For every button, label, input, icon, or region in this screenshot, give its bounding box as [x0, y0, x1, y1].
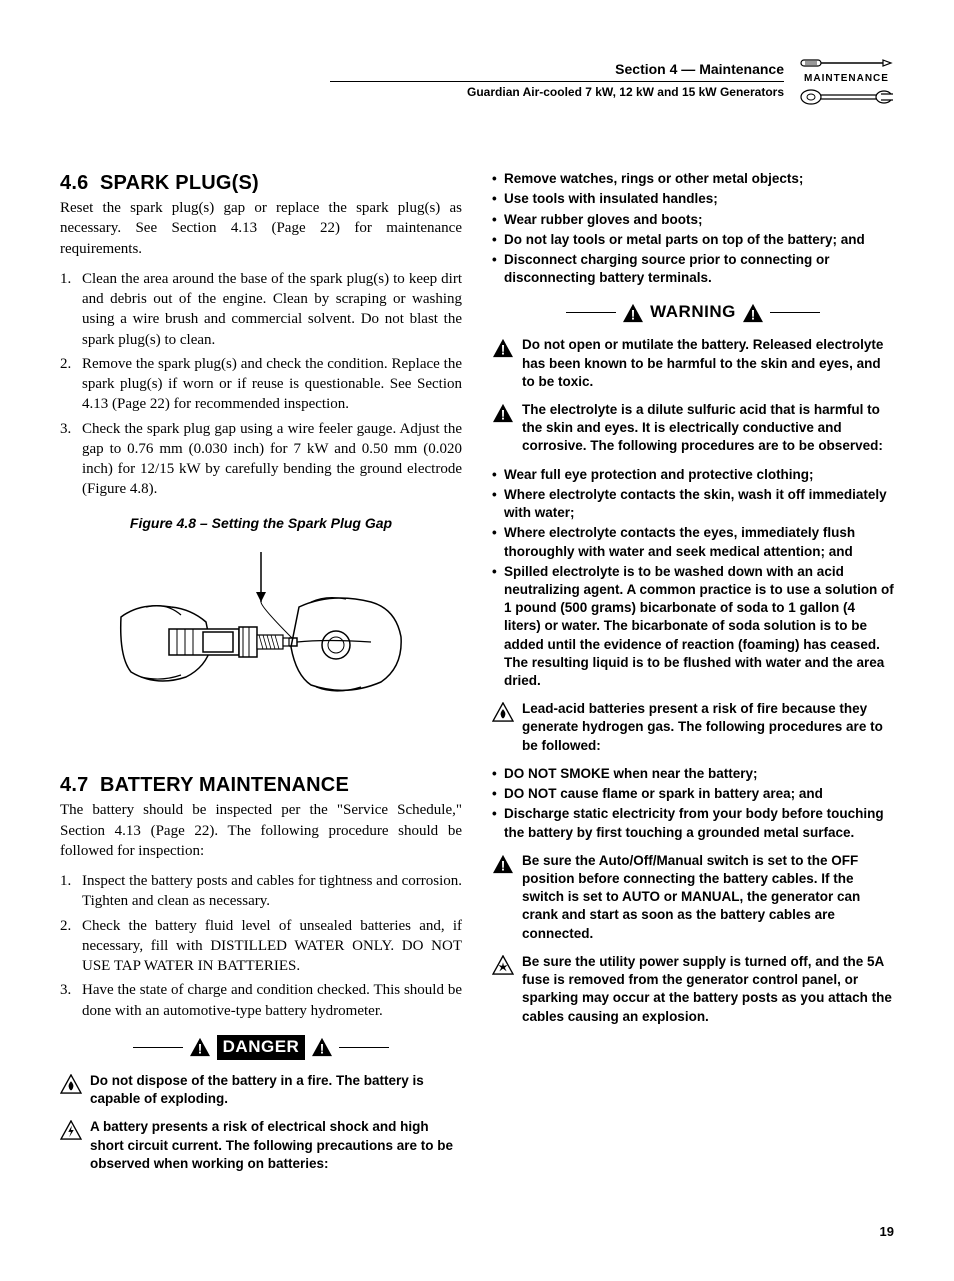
danger-banner: ! DANGER !: [60, 1035, 462, 1060]
list-item: Wear full eye protection and protective …: [492, 466, 894, 484]
section-4-6-intro: Reset the spark plug(s) gap or replace t…: [60, 198, 462, 259]
warning-item: Lead-acid batteries present a risk of fi…: [492, 700, 894, 755]
warning-item: ! The electrolyte is a dilute sulfuric a…: [492, 401, 894, 456]
list-item: Inspect the battery posts and cables for…: [60, 871, 462, 912]
header-subtitle: Guardian Air-cooled 7 kW, 12 kW and 15 k…: [60, 82, 784, 100]
caution-icon: !: [492, 401, 514, 456]
section-4-7-heading: 4.7BATTERY MAINTENANCE: [60, 772, 462, 799]
list-item: Spilled electrolyte is to be washed down…: [492, 563, 894, 691]
list-item: Where electrolyte contacts the skin, was…: [492, 486, 894, 522]
content-columns: 4.6SPARK PLUG(S) Reset the spark plug(s)…: [60, 170, 894, 1183]
fire-procedures-list: DO NOT SMOKE when near the battery; DO N…: [492, 765, 894, 842]
caution-icon: !: [492, 852, 514, 943]
list-item: Where electrolyte contacts the eyes, imm…: [492, 524, 894, 560]
banner-rule: [133, 1047, 183, 1048]
warning-text: Be sure the utility power supply is turn…: [522, 953, 894, 1026]
list-item: Check the battery fluid level of unseale…: [60, 916, 462, 977]
danger-text: A battery presents a risk of electrical …: [90, 1118, 462, 1173]
list-item: DO NOT SMOKE when near the battery;: [492, 765, 894, 783]
figure-4-8-illustration: [60, 542, 462, 742]
list-item: Remove the spark plug(s) and check the c…: [60, 354, 462, 415]
list-item: Do not lay tools or metal parts on top o…: [492, 231, 894, 249]
svg-text:!: !: [501, 858, 506, 873]
fire-hazard-icon: [492, 700, 514, 755]
warning-text: Be sure the Auto/Off/Manual switch is se…: [522, 852, 894, 943]
warning-text: The electrolyte is a dilute sulfuric aci…: [522, 401, 894, 456]
shock-hazard-icon: [60, 1118, 82, 1173]
warning-triangle-icon: !: [311, 1037, 333, 1057]
warning-text: Lead-acid batteries present a risk of fi…: [522, 700, 894, 755]
page-header: Section 4 — Maintenance Guardian Air-coo…: [60, 60, 894, 100]
warning-item: ! Be sure the Auto/Off/Manual switch is …: [492, 852, 894, 943]
maintenance-icon: MAINTENANCE: [799, 56, 894, 106]
warning-triangle-icon: !: [622, 303, 644, 323]
svg-text:!: !: [751, 307, 756, 322]
list-item: Use tools with insulated handles;: [492, 190, 894, 208]
svg-text:!: !: [501, 343, 506, 358]
svg-text:!: !: [501, 407, 506, 422]
section-4-6-steps: Clean the area around the base of the sp…: [60, 269, 462, 500]
list-item: Clean the area around the base of the sp…: [60, 269, 462, 350]
right-column: Remove watches, rings or other metal obj…: [492, 170, 894, 1183]
header-section-title: Section 4 — Maintenance: [330, 60, 784, 82]
warning-banner: ! WARNING !: [492, 301, 894, 324]
list-item: Discharge static electricity from your b…: [492, 805, 894, 841]
section-4-7-steps: Inspect the battery posts and cables for…: [60, 871, 462, 1021]
svg-text:!: !: [197, 1042, 202, 1057]
warning-label: WARNING: [650, 301, 736, 324]
section-title: SPARK PLUG(S): [100, 172, 259, 194]
list-item: Have the state of charge and condition c…: [60, 980, 462, 1021]
list-item: Remove watches, rings or other metal obj…: [492, 170, 894, 188]
warning-triangle-icon: !: [742, 303, 764, 323]
warning-item: ! Do not open or mutilate the battery. R…: [492, 336, 894, 391]
explosion-hazard-icon: [492, 953, 514, 1026]
banner-rule: [566, 312, 616, 313]
list-item: Disconnect charging source prior to conn…: [492, 251, 894, 287]
section-4-6-heading: 4.6SPARK PLUG(S): [60, 170, 462, 197]
list-item: Wear rubber gloves and boots;: [492, 211, 894, 229]
section-number: 4.6: [60, 170, 100, 197]
list-item: Check the spark plug gap using a wire fe…: [60, 419, 462, 500]
danger-item: A battery presents a risk of electrical …: [60, 1118, 462, 1173]
warning-item: Be sure the utility power supply is turn…: [492, 953, 894, 1026]
figure-4-8-caption: Figure 4.8 – Setting the Spark Plug Gap: [60, 514, 462, 533]
precautions-list: Remove watches, rings or other metal obj…: [492, 170, 894, 287]
electrolyte-procedures-list: Wear full eye protection and protective …: [492, 466, 894, 691]
danger-item: Do not dispose of the battery in a fire.…: [60, 1072, 462, 1108]
banner-rule: [339, 1047, 389, 1048]
section-number: 4.7: [60, 772, 100, 799]
section-title: BATTERY MAINTENANCE: [100, 774, 349, 796]
maintenance-label: MAINTENANCE: [799, 72, 894, 86]
danger-label: DANGER: [217, 1035, 306, 1060]
danger-text: Do not dispose of the battery in a fire.…: [90, 1072, 462, 1108]
page-number: 19: [60, 1223, 894, 1241]
list-item: DO NOT cause flame or spark in battery a…: [492, 785, 894, 803]
banner-rule: [770, 312, 820, 313]
svg-text:!: !: [631, 307, 636, 322]
header-text: Section 4 — Maintenance Guardian Air-coo…: [60, 60, 894, 100]
warning-triangle-icon: !: [189, 1037, 211, 1057]
left-column: 4.6SPARK PLUG(S) Reset the spark plug(s)…: [60, 170, 462, 1183]
warning-text: Do not open or mutilate the battery. Rel…: [522, 336, 894, 391]
caution-icon: !: [492, 336, 514, 391]
fire-hazard-icon: [60, 1072, 82, 1108]
svg-text:!: !: [320, 1042, 325, 1057]
section-4-7-intro: The battery should be inspected per the …: [60, 800, 462, 861]
